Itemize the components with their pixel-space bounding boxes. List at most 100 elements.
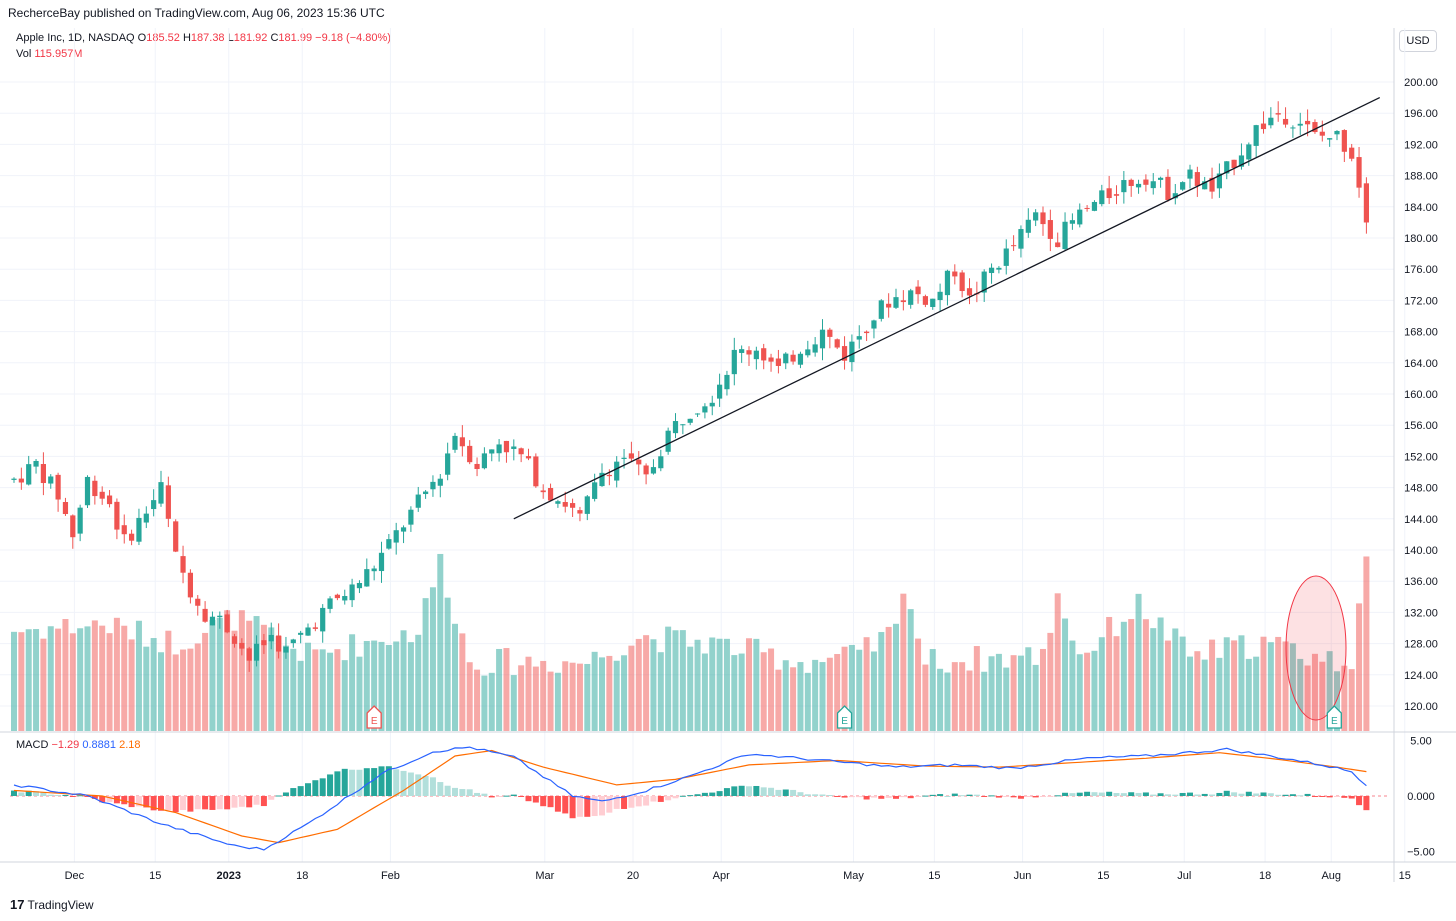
volume-bar bbox=[782, 660, 789, 731]
volume-bar bbox=[334, 649, 341, 731]
macd-histogram-bar bbox=[69, 796, 76, 797]
macd-histogram-bar bbox=[1106, 791, 1113, 796]
macd-label[interactable]: MACD bbox=[16, 739, 49, 751]
volume-bar bbox=[488, 672, 495, 731]
candle-body bbox=[1231, 159, 1237, 168]
price-axis[interactable]: 200.00 196.00 192.00 188.00 184.00 180.00 176.… bbox=[1404, 77, 1438, 713]
macd-histogram-bar bbox=[1164, 794, 1171, 796]
volume-bar bbox=[621, 655, 628, 731]
macd-histogram-bar bbox=[393, 769, 400, 796]
macd-histogram-bar bbox=[657, 796, 664, 802]
candle-body bbox=[481, 453, 487, 469]
macd-histogram-bar bbox=[143, 796, 150, 808]
volume-bar bbox=[518, 665, 525, 731]
candle-body bbox=[26, 464, 32, 485]
macd-histogram-bar bbox=[790, 789, 797, 796]
volume-bar bbox=[459, 633, 466, 731]
macd-histogram-bar bbox=[525, 796, 532, 802]
macd-histogram-bar bbox=[870, 796, 877, 798]
volume-bar bbox=[679, 630, 686, 731]
time-axis[interactable]: Dec 15 2023 18 Feb Mar 20 Apr May 15 Jun 15 Jul 18 Aug… bbox=[65, 870, 1411, 882]
volume-bar bbox=[1172, 628, 1179, 731]
candle-body bbox=[1165, 176, 1171, 201]
volume-label[interactable]: Vol bbox=[16, 48, 32, 60]
macd-histogram-bar bbox=[606, 796, 613, 813]
macd-histogram-bar bbox=[1297, 795, 1304, 797]
earnings-marker[interactable]: E bbox=[1326, 705, 1342, 729]
candle-body bbox=[1290, 127, 1296, 129]
earnings-marker[interactable]: E bbox=[366, 705, 382, 729]
volume-bar bbox=[981, 671, 988, 731]
volume-bar bbox=[1106, 616, 1113, 731]
price-tick-label: 168.00 bbox=[1404, 327, 1438, 339]
candle-body bbox=[246, 648, 252, 661]
volume-bar bbox=[378, 641, 385, 731]
volume-bar bbox=[1238, 635, 1245, 731]
volume-bar bbox=[172, 654, 179, 731]
candle-body bbox=[312, 627, 318, 629]
candle-body bbox=[224, 614, 230, 633]
macd-histogram-bar bbox=[11, 790, 17, 796]
currency-button[interactable]: USD bbox=[1399, 30, 1437, 52]
candle-body bbox=[423, 491, 429, 495]
macd-histogram-bar bbox=[135, 796, 142, 807]
macd-line-value: 0.8881 bbox=[82, 739, 117, 751]
volume-bar bbox=[1267, 642, 1274, 731]
macd-histogram-bar bbox=[1062, 792, 1069, 796]
candle-body bbox=[253, 643, 260, 661]
low-label: L bbox=[227, 32, 234, 44]
macd-histogram-bar bbox=[246, 796, 253, 808]
macd-histogram-bar bbox=[18, 792, 25, 796]
volume-bar bbox=[1209, 639, 1216, 731]
candle-body bbox=[1282, 118, 1289, 125]
symbol-title[interactable]: Apple Inc, 1D, NASDAQ bbox=[16, 32, 135, 44]
candle-body bbox=[437, 478, 443, 486]
macd-histogram-bar bbox=[966, 794, 973, 796]
macd-axis[interactable]: 5.00 0.000 −5.00 bbox=[1407, 736, 1435, 859]
candle-body bbox=[1363, 183, 1369, 223]
macd-histogram-bar bbox=[959, 795, 966, 797]
macd-histogram-bar bbox=[172, 796, 179, 813]
candle-body bbox=[92, 480, 98, 497]
volume-bar bbox=[1054, 593, 1061, 731]
footer-brand[interactable]: 17 TradingView bbox=[10, 897, 94, 912]
candle-body bbox=[790, 354, 796, 362]
candle-body bbox=[871, 320, 877, 329]
volume-bar bbox=[1157, 617, 1164, 731]
volume-bar bbox=[1216, 657, 1223, 731]
price-tick-label: 120.00 bbox=[1404, 701, 1438, 713]
volume-bar bbox=[275, 636, 282, 731]
macd-histogram-bar bbox=[84, 796, 91, 797]
candle-body bbox=[797, 353, 804, 365]
earnings-marker[interactable]: E bbox=[836, 705, 853, 729]
volume-bar bbox=[716, 638, 723, 731]
macd-histogram bbox=[11, 766, 1370, 819]
candle-body bbox=[430, 481, 436, 490]
volume-bar bbox=[25, 629, 32, 731]
macd-histogram-bar bbox=[231, 796, 238, 808]
price-tick-label: 144.00 bbox=[1404, 514, 1438, 526]
macd-histogram-bar bbox=[1238, 793, 1245, 796]
candle-body bbox=[665, 430, 671, 452]
volume-bar bbox=[437, 553, 444, 731]
gridlines bbox=[0, 28, 1406, 862]
macd-histogram-bar bbox=[988, 795, 995, 797]
volume-bar bbox=[327, 652, 334, 731]
volume-bar bbox=[599, 657, 605, 731]
macd-histogram-bar bbox=[518, 796, 525, 797]
time-tick-label: 15 bbox=[1399, 870, 1411, 882]
tradingview-logo-icon: 17 bbox=[10, 897, 25, 912]
volume-bar bbox=[1275, 636, 1282, 731]
candle-body bbox=[356, 582, 363, 589]
macd-histogram-bar bbox=[915, 796, 922, 797]
candle-body bbox=[342, 596, 348, 601]
macd-histogram-bar bbox=[562, 796, 569, 814]
candle-body bbox=[687, 418, 693, 423]
volume-bar bbox=[158, 652, 164, 731]
volume-bar bbox=[532, 666, 539, 731]
volume-bar bbox=[1120, 621, 1127, 731]
volume-bar bbox=[150, 638, 157, 731]
candle-body bbox=[165, 485, 171, 519]
support-trendline[interactable] bbox=[513, 97, 1381, 520]
